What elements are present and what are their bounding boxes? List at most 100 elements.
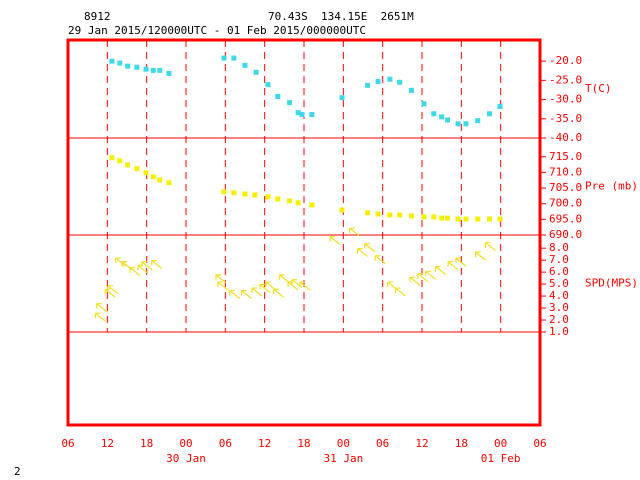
point bbox=[455, 121, 461, 127]
point bbox=[397, 212, 403, 218]
wind-arrow bbox=[217, 281, 229, 291]
frame bbox=[66, 38, 542, 427]
point bbox=[387, 76, 393, 82]
point bbox=[287, 100, 293, 106]
point bbox=[409, 87, 415, 93]
point bbox=[439, 114, 445, 120]
point bbox=[134, 166, 140, 172]
x-tick-label: 06 bbox=[533, 437, 546, 450]
point bbox=[339, 207, 345, 213]
point bbox=[221, 189, 227, 195]
point bbox=[221, 55, 227, 61]
point bbox=[109, 58, 115, 64]
point bbox=[397, 79, 403, 85]
y-tick-label: 4.0 bbox=[549, 289, 569, 302]
point bbox=[421, 101, 427, 107]
point bbox=[157, 177, 163, 183]
x-tick-label: 18 bbox=[140, 437, 153, 450]
point bbox=[431, 111, 437, 117]
period: 29 Jan 2015/120000UTC - 01 Feb 2015/0000… bbox=[68, 24, 366, 37]
wind-arrow bbox=[329, 235, 341, 246]
point bbox=[299, 112, 305, 118]
point bbox=[231, 190, 237, 196]
x-tick-label: 06 bbox=[219, 437, 232, 450]
wind-arrow bbox=[215, 274, 227, 284]
wind-arrow bbox=[115, 257, 127, 267]
plot-area: 06 12 18 00 06 12 18 00 06 12 18 00 06 30 Jan 31 Jan 01… bbox=[61, 40, 638, 465]
point bbox=[439, 215, 445, 221]
wind-arrow bbox=[425, 270, 437, 280]
point bbox=[150, 174, 156, 180]
point bbox=[487, 111, 493, 117]
y-tick-label: -25.0 bbox=[549, 73, 582, 86]
point bbox=[157, 67, 163, 73]
point bbox=[143, 170, 149, 176]
point bbox=[431, 214, 437, 220]
x-tick-label: 06 bbox=[61, 437, 74, 450]
x-tick-label: 18 bbox=[455, 437, 468, 450]
wind-arrow bbox=[229, 289, 241, 299]
wind-arrow bbox=[240, 289, 252, 299]
y-tick-label: -35.0 bbox=[549, 112, 582, 125]
wind-arrow bbox=[107, 285, 119, 295]
point bbox=[475, 216, 481, 222]
x-tick-label: 12 bbox=[415, 437, 428, 450]
point bbox=[455, 216, 461, 222]
y-tick-label: 8.0 bbox=[549, 241, 569, 254]
point bbox=[125, 162, 131, 168]
wind-arrow bbox=[374, 255, 386, 265]
wind-arrow bbox=[278, 274, 290, 284]
wind-arrow bbox=[273, 288, 285, 298]
point bbox=[487, 216, 493, 222]
wind-arrow bbox=[356, 247, 368, 258]
page-number: 2 bbox=[14, 465, 21, 478]
y-tick-label: 695.0 bbox=[549, 212, 582, 225]
point bbox=[275, 196, 281, 202]
point bbox=[295, 110, 301, 116]
date-label: 31 Jan bbox=[323, 452, 363, 465]
point bbox=[242, 62, 248, 68]
station-id: 8912 bbox=[84, 10, 111, 23]
y-tick-label: 5.0 bbox=[549, 277, 569, 290]
point bbox=[265, 194, 271, 200]
x-tick-label: 00 bbox=[494, 437, 507, 450]
wind-arrow bbox=[455, 257, 467, 267]
point bbox=[231, 55, 237, 61]
point bbox=[295, 200, 301, 206]
point bbox=[475, 118, 481, 124]
wind-arrow bbox=[409, 276, 421, 286]
wind-arrow bbox=[447, 261, 459, 271]
point bbox=[309, 112, 315, 118]
point bbox=[339, 95, 345, 101]
y-tick-label: 7.0 bbox=[549, 253, 569, 266]
point bbox=[166, 180, 172, 186]
point bbox=[463, 216, 469, 222]
x-tick-label: 18 bbox=[297, 437, 310, 450]
point bbox=[445, 215, 451, 221]
point bbox=[365, 82, 371, 88]
wind-arrow bbox=[474, 251, 486, 261]
point bbox=[150, 67, 156, 73]
point bbox=[497, 216, 503, 222]
point bbox=[287, 198, 293, 204]
point bbox=[409, 213, 415, 219]
point bbox=[143, 66, 149, 72]
x-tick-label: 00 bbox=[337, 437, 350, 450]
wind-arrow bbox=[299, 281, 311, 291]
point bbox=[375, 211, 381, 217]
y-tick-label: -40.0 bbox=[549, 131, 582, 144]
x-tick-label: 12 bbox=[101, 437, 114, 450]
y-axis-label: Pre (mb) bbox=[585, 180, 638, 193]
wind-arrow bbox=[251, 287, 263, 297]
y-tick-label: 700.0 bbox=[549, 197, 582, 210]
wind-arrow bbox=[259, 283, 271, 293]
point bbox=[117, 158, 123, 164]
point bbox=[497, 103, 503, 109]
point bbox=[375, 79, 381, 85]
wind-arrow bbox=[395, 287, 406, 297]
wind-arrow bbox=[417, 273, 429, 283]
station-location: 70.43S 134.15E 2651M bbox=[268, 10, 414, 23]
y-tick-label: -20.0 bbox=[549, 54, 582, 67]
